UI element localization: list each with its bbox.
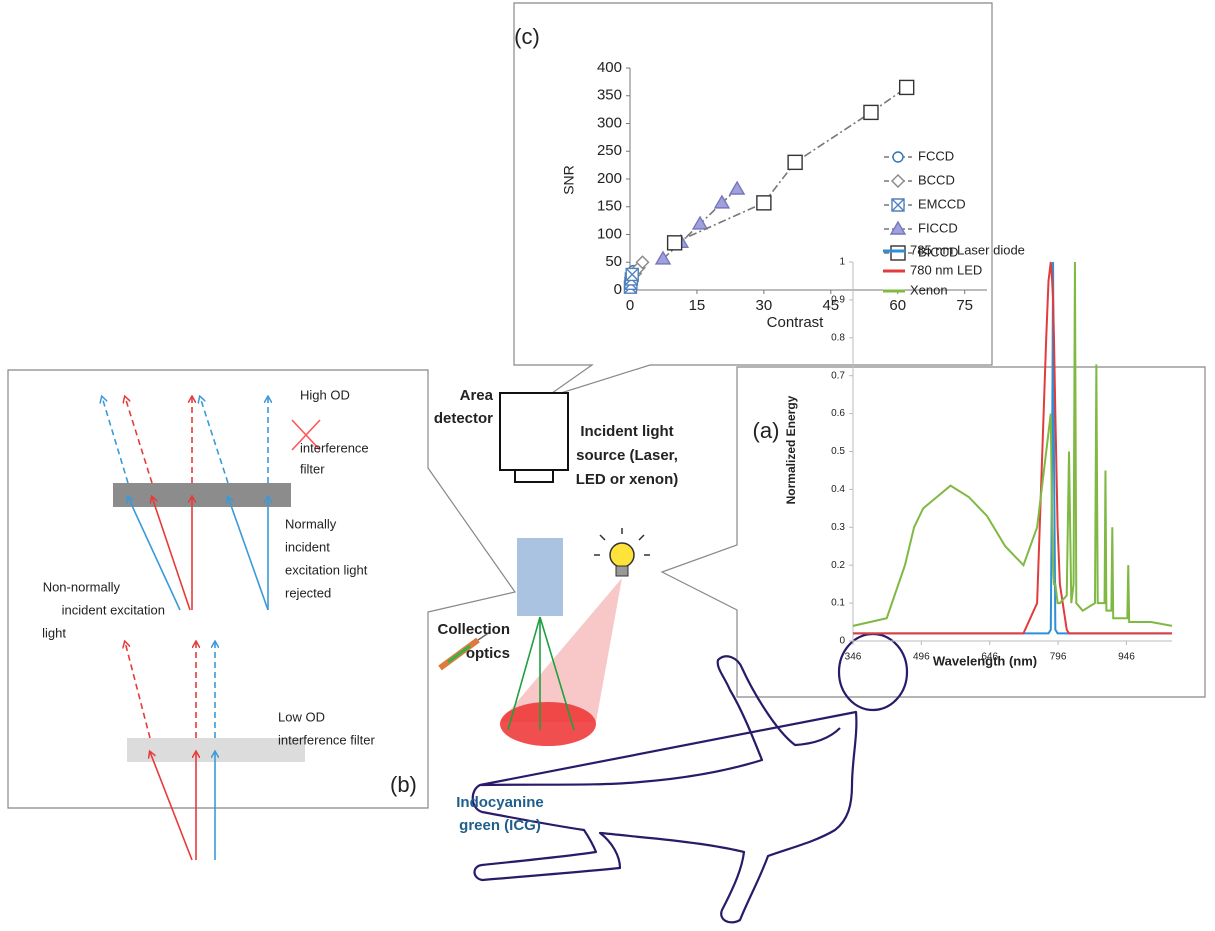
marker: [788, 155, 802, 169]
x-tick-label: 0: [626, 297, 634, 314]
y-tick-label: 300: [597, 114, 622, 131]
label: Collection: [437, 621, 510, 638]
y-tick-label: 0.7: [831, 370, 845, 381]
legend-label: FICCD: [918, 220, 958, 235]
legend-label: EMCCD: [918, 196, 966, 211]
x-tick-label: 15: [689, 297, 706, 314]
legend-label: 785 nm Laser diode: [910, 242, 1025, 257]
y-tick-label: 400: [597, 59, 622, 76]
y-tick-label: 0.2: [831, 560, 845, 571]
bulb: [594, 528, 650, 576]
label: source (Laser,: [576, 447, 678, 464]
x-tick-label: 75: [956, 297, 973, 314]
label: interference: [300, 440, 369, 455]
label: green (ICG): [459, 817, 541, 834]
y-tick-label: 0.5: [831, 446, 845, 457]
label: detector: [434, 410, 493, 427]
label: filter: [300, 461, 325, 476]
label: excitation light: [285, 562, 368, 577]
label: interference filter: [278, 732, 375, 747]
y-tick-label: 0.9: [831, 295, 845, 306]
x-tick-label: 346: [845, 652, 862, 663]
y-tick-label: 0.3: [831, 522, 845, 533]
y-tick-label: 0.6: [831, 408, 845, 419]
label: incident: [285, 539, 330, 554]
label: LED or xenon): [576, 471, 679, 488]
marker: [864, 105, 878, 119]
bulb-base: [616, 566, 628, 576]
label: Incident light: [580, 423, 673, 440]
marker: [668, 236, 682, 250]
legend-label: BCCD: [918, 172, 955, 187]
label: light: [42, 625, 66, 640]
y-tick-label: 150: [597, 198, 622, 215]
legend-marker: [891, 246, 905, 260]
label: Non-normally: [43, 579, 121, 594]
legend-marker: [892, 199, 904, 211]
label: optics: [466, 645, 510, 662]
figure: Area detector Incident light source (Las…: [0, 0, 1215, 931]
y-axis-label: SNR: [561, 165, 577, 195]
high-od-filter: [113, 483, 291, 507]
legend-label: 780 nm LED: [910, 262, 982, 277]
x-tick-label: 30: [756, 297, 773, 314]
page: Area detector Incident light source (Las…: [0, 0, 1215, 931]
x-tick-label: 496: [913, 652, 930, 663]
y-tick-label: 0: [839, 636, 845, 647]
label: Normally: [285, 516, 337, 531]
x-tick-label: 60: [889, 297, 906, 314]
label: Area: [460, 387, 494, 404]
panel-label: (b): [390, 772, 417, 797]
y-tick-label: 350: [597, 87, 622, 104]
y-tick-label: 50: [605, 253, 622, 270]
detector: [500, 393, 568, 470]
marker: [900, 80, 914, 94]
legend-marker: [893, 152, 903, 162]
y-tick-label: 100: [597, 225, 622, 242]
legend-label: Xenon: [910, 282, 948, 297]
bulb-glass: [610, 543, 634, 567]
panel-label: (c): [514, 24, 540, 49]
y-tick-label: 200: [597, 170, 622, 187]
panel-label: (a): [753, 418, 780, 443]
y-tick-label: 0.1: [831, 598, 845, 609]
label: incident excitation: [62, 602, 165, 617]
y-tick-label: 250: [597, 142, 622, 159]
x-tick-label: 946: [1118, 652, 1135, 663]
y-tick-label: 1: [839, 257, 845, 268]
detector-lens: [515, 470, 553, 482]
collection-lens: [517, 538, 563, 616]
label: Low OD: [278, 709, 325, 724]
y-axis-label: Normalized Energy: [784, 395, 798, 504]
y-tick-label: 0.4: [831, 484, 845, 495]
y-tick-label: 0: [614, 281, 622, 298]
label: Indocyanine: [456, 794, 544, 811]
x-axis-label: Wavelength (nm): [933, 653, 1037, 668]
label: High OD: [300, 387, 350, 402]
callout-a: [662, 367, 1205, 697]
x-axis-label: Contrast: [767, 314, 825, 331]
x-tick-label: 796: [1050, 652, 1067, 663]
y-tick-label: 0.8: [831, 332, 845, 343]
legend-label: FCCD: [918, 148, 954, 163]
marker: [757, 196, 771, 210]
label: rejected: [285, 585, 331, 600]
marker: [626, 268, 638, 280]
